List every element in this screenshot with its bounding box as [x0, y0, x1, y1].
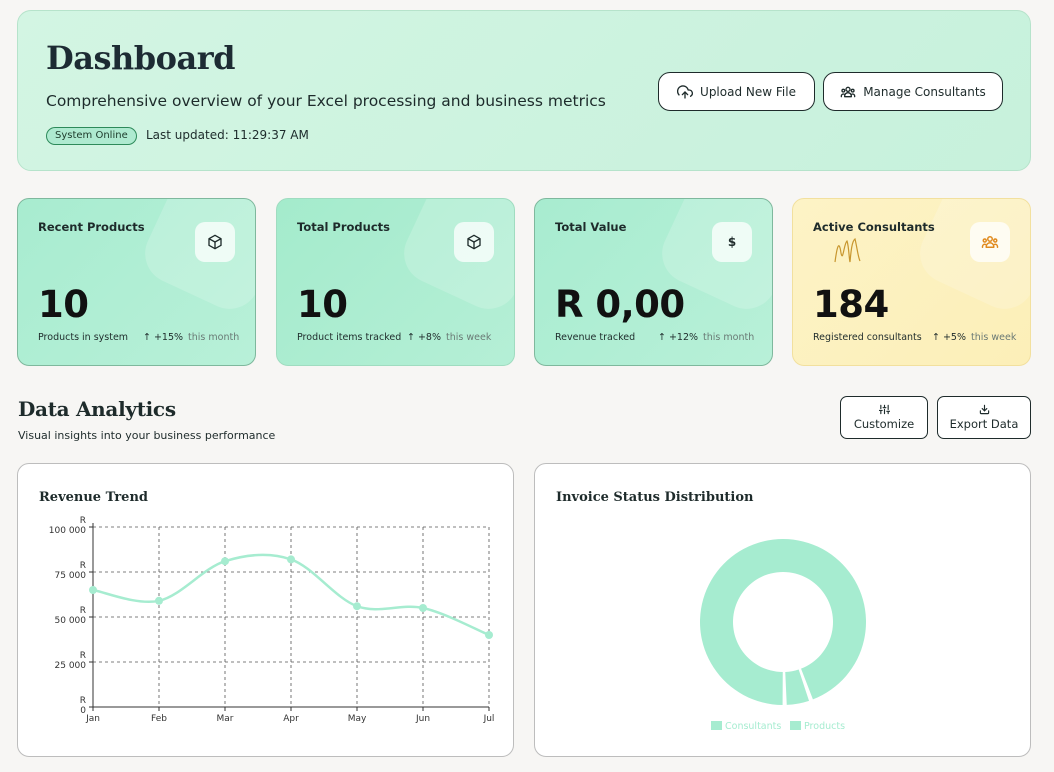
card-trend: ↑ +15% this month [143, 332, 239, 343]
card-value: R 0,00 [555, 283, 685, 326]
data-point [353, 602, 361, 611]
y-tick-label: R [80, 651, 86, 661]
card-decoration [135, 199, 255, 319]
legend-label: Consultants [725, 721, 781, 732]
x-tick-label: Feb [151, 714, 167, 724]
chart-title: Invoice Status Distribution [556, 490, 754, 505]
customize-button[interactable]: Customize [840, 396, 928, 439]
invoice-donut-chart: Consultants Products [700, 539, 866, 732]
scribble-mark [834, 238, 861, 263]
y-tick-label: R [80, 516, 86, 526]
upload-file-label: Upload New File [700, 84, 796, 99]
analytics-subtitle: Visual insights into your business perfo… [18, 429, 276, 442]
cube-icon [454, 222, 494, 262]
card-value: 184 [813, 283, 889, 326]
page-subtitle: Comprehensive overview of your Excel pro… [46, 92, 606, 110]
y-tick-label: 100 000 [49, 526, 86, 536]
card-title: Recent Products [38, 220, 145, 234]
x-tick-label: Jun [415, 714, 430, 724]
trend-period: this month [703, 332, 755, 343]
card-value: 10 [297, 283, 348, 326]
chart-title: Revenue Trend [39, 490, 148, 505]
invoice-status-panel: Invoice Status Distribution Consultants P… [534, 463, 1031, 757]
card-trend: ↑ +12% this month [658, 332, 754, 343]
card-title: Total Products [297, 220, 390, 234]
stat-card-total-value: Total Value $ R 0,00 Revenue tracked ↑ +… [534, 198, 773, 366]
manage-consultants-label: Manage Consultants [863, 84, 986, 99]
trend-period: this week [446, 332, 492, 343]
arrow-up-icon: ↑ [932, 332, 940, 343]
y-tick-label: R [80, 561, 86, 571]
y-tick-label: R [80, 606, 86, 616]
card-trend: ↑ +8% this week [407, 332, 491, 343]
arrow-up-icon: ↑ [407, 332, 415, 343]
card-title: Active Consultants [813, 220, 935, 234]
dollar-icon: $ [712, 222, 752, 262]
y-tick-label: 50 000 [55, 616, 87, 626]
card-decoration [910, 199, 1030, 319]
card-value: 10 [38, 283, 89, 326]
x-tick-label: Jul [483, 714, 495, 724]
stat-card-active-consultants: Active Consultants 184 Registered consul… [792, 198, 1031, 366]
analytics-title: Data Analytics [18, 397, 176, 421]
trend-period: this month [188, 332, 240, 343]
pie-slice-products [785, 669, 810, 705]
users-icon [840, 86, 856, 97]
card-title: Total Value [555, 220, 627, 234]
sliders-icon [878, 404, 890, 415]
data-point [155, 596, 163, 605]
last-updated-text: Last updated: 11:29:37 AM [146, 128, 309, 142]
y-tick-label: 25 000 [55, 661, 87, 671]
data-point [419, 604, 427, 612]
card-decoration [394, 199, 514, 319]
y-tick-label: 0 [80, 706, 86, 716]
x-tick-label: Mar [217, 714, 234, 724]
y-tick-label: R [80, 696, 86, 706]
data-point [485, 631, 493, 639]
arrow-up-icon: ↑ [143, 332, 151, 343]
legend-swatch [790, 721, 801, 730]
card-subtitle: Products in system [38, 332, 129, 343]
cube-icon [195, 222, 235, 262]
revenue-trend-panel: Revenue Trend R 0 R 25 000 R 50 000 R 75 000 R 10… [17, 463, 514, 757]
users-icon [970, 222, 1010, 262]
x-tick-label: Jan [85, 714, 100, 724]
data-point [287, 555, 295, 564]
upload-file-button[interactable]: Upload New File [658, 72, 815, 111]
x-tick-label: May [348, 714, 367, 724]
legend-swatch [711, 721, 722, 730]
manage-consultants-button[interactable]: Manage Consultants [823, 72, 1003, 111]
y-tick-label: 75 000 [55, 571, 87, 581]
trend-value: +8% [417, 332, 441, 343]
arrow-up-icon: ↑ [658, 332, 666, 343]
card-subtitle: Registered consultants [813, 332, 922, 343]
cloud-upload-icon [677, 84, 693, 99]
x-tick-label: Apr [283, 714, 299, 724]
data-point [89, 586, 97, 594]
stat-card-recent-products: Recent Products 10 Products in system ↑ … [17, 198, 256, 366]
pie-slice-consultants [700, 539, 866, 705]
dashboard-header: Dashboard Comprehensive overview of your… [17, 10, 1031, 171]
card-subtitle: Revenue tracked [555, 332, 636, 343]
status-badge: System Online [46, 127, 137, 145]
trend-value: +12% [668, 332, 699, 343]
data-point [221, 557, 229, 566]
stat-card-total-products: Total Products 10 Product items tracked … [276, 198, 515, 366]
export-data-label: Export Data [949, 417, 1019, 431]
customize-label: Customize [853, 417, 915, 431]
page-title: Dashboard [46, 39, 235, 77]
card-trend: ↑ +5% this week [932, 332, 1016, 343]
trend-value: +15% [153, 332, 184, 343]
trend-value: +5% [942, 332, 966, 343]
export-data-button[interactable]: Export Data [937, 396, 1031, 439]
legend-label: Products [804, 721, 845, 732]
trend-period: this week [971, 332, 1017, 343]
card-subtitle: Product items tracked [297, 332, 402, 343]
download-icon [979, 404, 989, 415]
